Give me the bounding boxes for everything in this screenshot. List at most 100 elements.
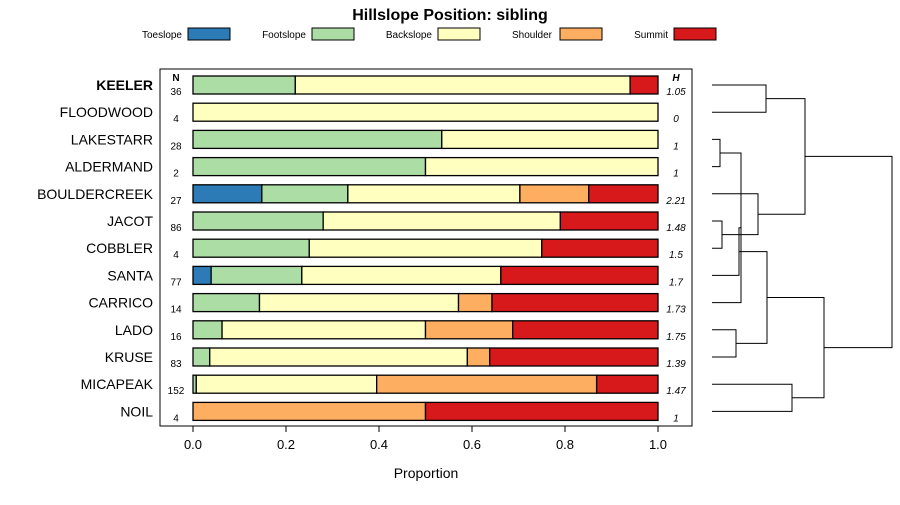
bar-segment-shoulder [424, 320, 514, 340]
bar-segment-backslope [441, 129, 659, 150]
bar-segment-summit [559, 211, 659, 231]
row-n: 83 [170, 359, 182, 370]
row-lakestarr: LAKESTARR 28 1 [71, 129, 679, 152]
legend-swatch-footslope [311, 27, 355, 41]
bar-segment-backslope [195, 374, 378, 394]
bar-segment-toeslope [192, 265, 212, 286]
bar-segment-toeslope [192, 184, 263, 204]
bar-segment-summit [541, 238, 659, 258]
x-tick-label: 0.4 [370, 437, 388, 452]
bar-segment-footslope [192, 292, 261, 313]
row-jacot: JACOT 86 1.48 [107, 211, 686, 234]
bar-segment-summit [424, 401, 659, 422]
dendrogram-branch [805, 155, 893, 349]
row-h: 1 [673, 169, 679, 180]
row-h: 1 [673, 413, 679, 424]
row-n: 77 [170, 277, 182, 288]
row-h: 1.75 [666, 332, 686, 343]
bar-segment-summit [629, 75, 659, 95]
dendrogram-branch [712, 383, 793, 412]
row-label: KRUSE [105, 349, 153, 365]
row-label: JACOT [107, 213, 153, 229]
x-tick-label: 0.6 [463, 437, 481, 452]
row-lado: LADO 16 1.75 [115, 320, 686, 343]
row-h: 1.39 [666, 359, 686, 370]
row-n: 2 [173, 169, 179, 180]
dendrogram-branch [758, 98, 806, 215]
row-label: CARRICO [88, 295, 153, 311]
row-aldermand: ALDERMAND 2 1 [65, 156, 679, 180]
row-micapeak: MICAPEAK 152 1.47 [81, 374, 686, 397]
bar-segment-footslope [192, 75, 296, 95]
legend-swatch-toeslope [187, 27, 231, 41]
row-h: 0 [673, 114, 679, 125]
bar-segment-shoulder [457, 292, 493, 313]
bar-segment-backslope [308, 238, 543, 258]
bar-segment-backslope [347, 184, 521, 204]
legend-label-backslope: Backslope [386, 30, 433, 41]
bar-segment-backslope [192, 102, 659, 122]
bar-segment-footslope [192, 156, 427, 177]
x-tick-label: 1.0 [649, 437, 667, 452]
dendrogram-branch [712, 329, 737, 358]
bar-segment-summit [500, 265, 659, 286]
legend-label-toeslope: Toeslope [142, 30, 182, 41]
row-santa: SANTA 77 1.7 [107, 265, 683, 288]
bar-segment-shoulder [519, 184, 590, 204]
x-tick-label: 0.8 [556, 437, 574, 452]
legend-label-summit: Summit [634, 30, 668, 41]
bar-segment-shoulder [192, 401, 427, 422]
row-label: LAKESTARR [71, 131, 153, 147]
row-n: 152 [168, 386, 185, 397]
row-label: KEELER [96, 77, 153, 93]
dendrogram-branch [712, 84, 767, 113]
bar-segment-footslope [192, 320, 223, 340]
bar-segment-shoulder [466, 347, 491, 367]
row-floodwood: FLOODWOOD 4 0 [60, 102, 679, 125]
row-label: ALDERMAND [65, 159, 153, 175]
dendrogram [712, 84, 893, 412]
row-n: 36 [170, 87, 182, 98]
bar-segment-footslope [192, 238, 310, 258]
dendrogram-branch [767, 297, 825, 399]
x-axis: 0.0 0.2 0.4 0.6 0.8 1.0 [184, 426, 667, 452]
bar-segment-footslope [192, 211, 324, 231]
row-n: 4 [173, 413, 179, 424]
bar-segment-footslope [192, 129, 443, 150]
legend-label-footslope: Footslope [262, 30, 306, 41]
row-label: SANTA [107, 267, 153, 283]
plot-frame [159, 68, 693, 427]
row-label: BOULDERCREEK [37, 186, 154, 202]
bar-segment-backslope [258, 292, 460, 313]
dendrogram-branch [712, 138, 721, 168]
h-header: H [672, 73, 680, 84]
x-axis-label: Proportion [394, 465, 459, 481]
legend: Toeslope Footslope Backslope Shoulder Summit [142, 27, 717, 41]
bar-segment-summit [595, 374, 659, 394]
row-label: LADO [115, 322, 153, 338]
bar-segment-backslope [301, 265, 502, 286]
row-h: 1.47 [666, 386, 686, 397]
legend-swatch-summit [673, 27, 717, 41]
bar-segment-backslope [322, 211, 562, 231]
row-n: 86 [170, 223, 182, 234]
x-tick-label: 0.2 [277, 437, 295, 452]
dendrogram-branch [712, 152, 742, 304]
row-label: NOIL [120, 403, 153, 419]
bar-segment-backslope [209, 347, 468, 367]
row-n: 14 [170, 305, 182, 316]
row-h: 1.73 [666, 305, 686, 316]
dendrogram-branch [712, 220, 723, 249]
chart-title: Hillslope Position: sibling [352, 7, 548, 24]
row-h: 1.7 [669, 277, 683, 288]
row-h: 2.21 [665, 196, 685, 207]
row-cobbler: COBBLER 4 1.5 [86, 238, 683, 261]
bar-segment-backslope [294, 75, 631, 95]
row-n: 4 [173, 250, 179, 261]
row-h: 1 [673, 141, 679, 152]
row-label: COBBLER [86, 240, 153, 256]
bar-segment-backslope [221, 320, 427, 340]
n-header: N [172, 73, 179, 84]
